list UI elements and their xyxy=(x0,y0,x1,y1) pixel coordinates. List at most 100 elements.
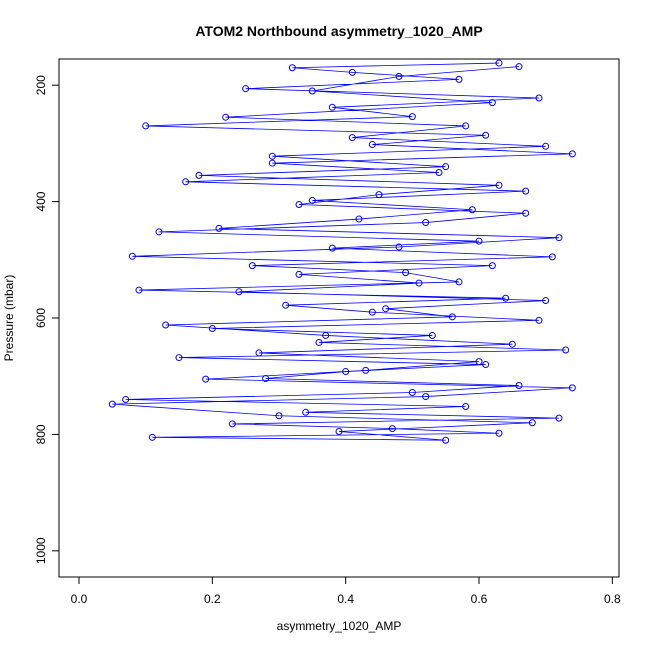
data-point xyxy=(475,237,483,245)
data-point xyxy=(435,168,443,176)
data-point xyxy=(455,278,463,286)
data-point xyxy=(408,388,416,396)
data-point xyxy=(402,269,410,277)
data-point xyxy=(175,354,183,362)
data-point xyxy=(268,159,276,167)
data-point xyxy=(342,368,350,376)
data-point xyxy=(395,72,403,80)
data-point xyxy=(128,252,136,260)
data-point xyxy=(428,331,436,339)
data-point xyxy=(542,297,550,305)
data-point xyxy=(508,340,516,348)
data-point xyxy=(308,196,316,204)
data-point xyxy=(522,209,530,217)
data-layer xyxy=(108,59,576,444)
data-point xyxy=(482,131,490,139)
x-tick-label: 0.2 xyxy=(204,592,221,606)
x-tick-label: 0.6 xyxy=(471,592,488,606)
y-tick-label: 200 xyxy=(34,75,48,95)
data-point xyxy=(455,75,463,83)
data-point xyxy=(568,384,576,392)
data-point xyxy=(408,113,416,121)
data-point xyxy=(268,152,276,160)
data-point xyxy=(395,243,403,251)
data-point xyxy=(288,64,296,72)
data-point xyxy=(368,308,376,316)
data-point xyxy=(442,436,450,444)
data-point xyxy=(108,400,116,408)
data-point xyxy=(262,375,270,383)
data-point xyxy=(415,279,423,287)
data-point xyxy=(162,321,170,329)
data-point xyxy=(182,178,190,186)
x-axis: 0.0 0.2 0.4 0.6 0.8 xyxy=(71,576,621,606)
y-tick-label: 1000 xyxy=(34,537,48,564)
data-point xyxy=(322,331,330,339)
data-point xyxy=(228,420,236,428)
y-tick-label: 800 xyxy=(34,424,48,444)
data-point xyxy=(142,122,150,130)
data-point xyxy=(328,103,336,111)
data-point xyxy=(282,301,290,309)
data-point xyxy=(202,375,210,383)
data-point xyxy=(535,94,543,102)
y-axis: 200 400 600 800 1000 xyxy=(34,75,60,564)
data-point xyxy=(495,59,503,67)
x-tick-label: 0.0 xyxy=(71,592,88,606)
data-point xyxy=(308,87,316,95)
data-point xyxy=(535,316,543,324)
data-point xyxy=(382,305,390,313)
data-point xyxy=(302,408,310,416)
data-point xyxy=(235,288,243,296)
data-point xyxy=(348,134,356,142)
data-point xyxy=(562,346,570,354)
data-point xyxy=(335,427,343,435)
data-point xyxy=(515,63,523,71)
y-axis-label: Pressure (mbar) xyxy=(2,275,16,362)
data-point xyxy=(148,433,156,441)
data-point xyxy=(355,215,363,223)
data-point xyxy=(362,366,370,374)
data-point xyxy=(462,122,470,130)
x-tick-label: 0.8 xyxy=(604,592,621,606)
data-point xyxy=(488,99,496,107)
data-point xyxy=(422,219,430,227)
data-point xyxy=(275,412,283,420)
data-point xyxy=(495,429,503,437)
data-point xyxy=(248,262,256,270)
data-point xyxy=(255,349,263,357)
data-point xyxy=(368,141,376,149)
data-point xyxy=(482,361,490,369)
data-point xyxy=(422,393,430,401)
series-line xyxy=(112,62,573,441)
data-point xyxy=(502,294,510,302)
data-point xyxy=(522,187,530,195)
data-point xyxy=(295,201,303,209)
data-point xyxy=(375,191,383,199)
data-point xyxy=(222,113,230,121)
data-point xyxy=(555,414,563,422)
data-point xyxy=(195,171,203,179)
data-point xyxy=(515,382,523,390)
data-point xyxy=(448,313,456,321)
plot-frame xyxy=(58,58,620,578)
data-point xyxy=(315,338,323,346)
data-point xyxy=(122,395,130,403)
data-point xyxy=(548,253,556,261)
data-point xyxy=(295,270,303,278)
x-tick-label: 0.4 xyxy=(337,592,354,606)
data-point xyxy=(555,234,563,242)
chart-title: ATOM2 Northbound asymmetry_1020_AMP xyxy=(195,23,482,39)
data-point xyxy=(442,163,450,171)
data-point xyxy=(388,425,396,433)
data-point xyxy=(462,402,470,410)
data-point xyxy=(568,150,576,158)
data-point xyxy=(488,262,496,270)
x-axis-label: asymmetry_1020_AMP xyxy=(277,619,402,633)
data-point xyxy=(348,68,356,76)
data-point xyxy=(135,286,143,294)
data-point xyxy=(215,224,223,232)
y-tick-label: 400 xyxy=(34,191,48,211)
data-point xyxy=(242,85,250,93)
